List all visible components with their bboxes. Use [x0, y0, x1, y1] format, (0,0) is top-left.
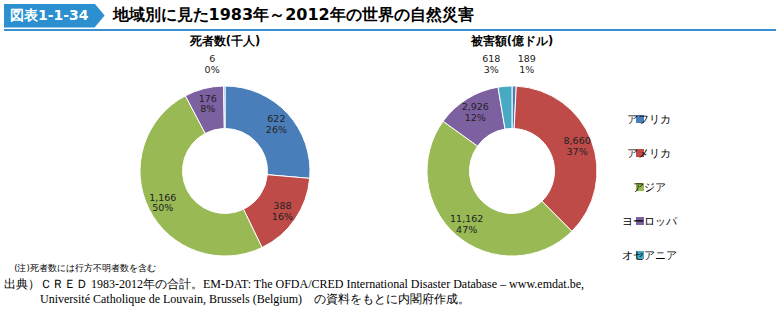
html-text:出典）ＣＲＥＤ 1983-2012年の合計。EM-DAT:: 出典）ＣＲＥＤ 1983-2012年の合計。EM-DAT: The OFDA/C… [4, 277, 584, 291]
svg-text:62226%: 62226% [266, 113, 287, 135]
html-text:地域別に見た1983年～2012年の世界の自然災害: 地域別に見た1983年～2012年の世界の自然災害 [112, 5, 474, 24]
html-text:Université Catholique de Louva: Université Catholique de Louvain, Brusse… [40, 292, 470, 306]
svg-text:1,16650%: 1,16650% [149, 192, 176, 214]
svg-text:8,66037%: 8,66037% [564, 135, 591, 157]
svg-text:1891%: 1891% [518, 53, 536, 75]
svg-text:アジア: アジア [633, 181, 666, 193]
svg-text:60%: 60% [205, 53, 220, 75]
html-text:図表1-1-34: 図表1-1-34 [10, 6, 89, 23]
svg-text:2,92612%: 2,92612% [462, 101, 489, 123]
svg-text:被害額(億ドル): 被害額(億ドル) [470, 34, 554, 48]
svg-text:1768%: 1768% [199, 93, 217, 115]
svg-text:アフリカ: アフリカ [627, 113, 671, 125]
svg-text:6183%: 6183% [482, 53, 500, 75]
svg-text:11,16247%: 11,16247% [450, 213, 483, 235]
svg-text:38816%: 38816% [272, 200, 293, 222]
svg-text:ヨーロッパ: ヨーロッパ [622, 215, 678, 227]
svg-text:死者数(千人): 死者数(千人) [189, 34, 261, 48]
svg-text:(注)死者数には行方不明者数を含む: (注)死者数には行方不明者数を含む [14, 263, 156, 273]
svg-text:アメリカ: アメリカ [627, 147, 671, 159]
svg-text:オセアニア: オセアニア [622, 249, 677, 261]
